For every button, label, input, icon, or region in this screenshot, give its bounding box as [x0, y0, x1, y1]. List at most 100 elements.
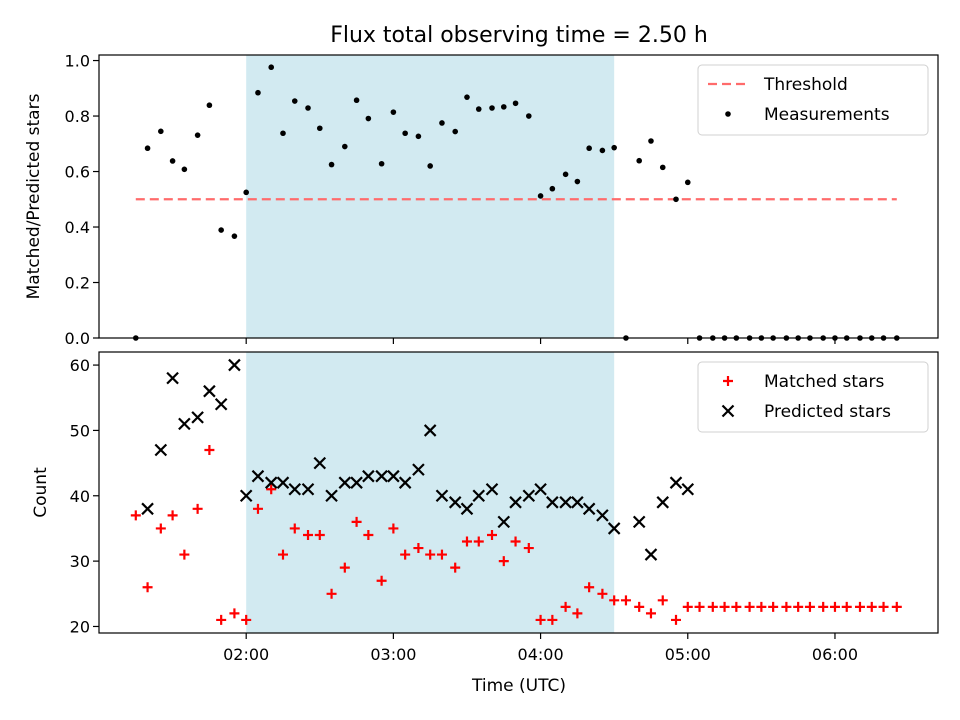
- matched-star-point: [818, 601, 829, 612]
- measurement-point: [489, 105, 495, 111]
- matched-star-point: [339, 562, 350, 573]
- measurement-point: [268, 64, 275, 71]
- predicted-star-point: [375, 469, 388, 483]
- predicted-star-point: [264, 476, 278, 489]
- matched-star-point: [266, 484, 277, 495]
- predicted-star-point: [546, 496, 559, 509]
- matched-star-point: [510, 536, 521, 547]
- matched-star-point: [326, 588, 337, 599]
- y-tick-label: 20: [70, 617, 90, 636]
- measurement-point: [500, 104, 507, 110]
- ratio-panel: 0.0 0.2 0.4 0.6 0.8 1.0 Matched/Predicted star…: [24, 52, 939, 348]
- ratio-axes-frame: [98, 54, 939, 339]
- x-tick-label: 02:00: [223, 645, 269, 664]
- measurement-point: [194, 132, 201, 138]
- y-tick-label: 30: [70, 552, 90, 571]
- legend-box: [697, 64, 929, 136]
- predicted-star-point: [412, 463, 425, 476]
- x-tick-label: 06:00: [812, 645, 858, 664]
- measurement-point: [659, 164, 666, 171]
- measurement-point: [181, 166, 188, 173]
- count-legend: Matched stars Predicted stars: [697, 361, 929, 433]
- predicted-star-point: [350, 476, 363, 489]
- matched-star-point: [192, 503, 203, 514]
- matched-star-point: [744, 601, 755, 612]
- y-tick-label: 50: [70, 421, 90, 440]
- measurement-point: [464, 94, 470, 100]
- predicted-star-point: [669, 476, 683, 489]
- measurement-point: [390, 109, 397, 115]
- measurement-point: [549, 185, 556, 192]
- matched-star-point: [277, 549, 288, 560]
- predicted-star-point: [362, 469, 375, 483]
- predicted-star-point: [251, 469, 265, 483]
- matched-star-point: [523, 543, 534, 554]
- legend-predicted-swatch: [721, 404, 735, 418]
- measurement-point: [512, 100, 519, 107]
- measurement-point: [378, 160, 385, 167]
- matched-star-point: [620, 595, 631, 606]
- count-axes-frame: [98, 351, 939, 634]
- measurement-point: [684, 179, 691, 186]
- predicted-star-point: [559, 496, 572, 509]
- measurement-point: [673, 196, 679, 203]
- matched-star-point: [657, 595, 668, 606]
- matched-star-point: [731, 601, 742, 612]
- measurement-point: [439, 120, 445, 126]
- count-series-0: [130, 445, 902, 625]
- matched-star-point: [634, 601, 645, 612]
- y-tick-label: 0.8: [65, 107, 90, 126]
- ratio-legend: Threshold Measurements: [697, 64, 929, 136]
- measurement-point: [231, 233, 238, 239]
- matched-star-point: [461, 536, 472, 547]
- predicted-star-point: [214, 398, 228, 411]
- x-tick-label: 04:00: [518, 645, 564, 664]
- measurement-point: [169, 158, 176, 164]
- matched-star-point: [891, 601, 902, 612]
- matched-star-point: [167, 510, 178, 521]
- predicted-star-point: [288, 482, 302, 496]
- measurement-point: [291, 98, 298, 104]
- measurement-point: [218, 227, 224, 233]
- matched-star-point: [155, 523, 166, 534]
- y-tick-label: 0.0: [65, 329, 90, 348]
- matched-star-point: [804, 601, 815, 612]
- measurement-point: [611, 144, 617, 151]
- matched-star-point: [866, 601, 877, 612]
- matched-star-point: [130, 510, 141, 521]
- matched-star-point: [303, 529, 314, 540]
- ratio-series-0: [132, 64, 900, 341]
- measurement-point: [243, 189, 249, 196]
- matched-star-point: [878, 601, 889, 612]
- measurement-point: [144, 145, 151, 152]
- measurement-point: [280, 130, 286, 137]
- measurement-point: [537, 193, 544, 199]
- count-series-1: [141, 358, 695, 561]
- legend-entry-label: Measurements: [764, 105, 890, 125]
- measurement-point: [402, 130, 408, 137]
- predicted-star-point: [203, 384, 216, 398]
- matched-star-point: [216, 614, 227, 625]
- matched-star-point: [560, 601, 571, 612]
- matched-star-point: [609, 595, 620, 606]
- matched-star-point: [229, 608, 240, 619]
- predicted-star-point: [472, 489, 486, 503]
- measurement-point: [574, 178, 581, 185]
- predicted-star-point: [313, 456, 327, 470]
- y-tick-label: 0.2: [65, 274, 90, 293]
- predicted-star-point: [607, 522, 621, 535]
- measurement-point: [255, 89, 261, 96]
- predicted-star-point: [681, 482, 695, 496]
- predicted-star-point: [387, 469, 400, 483]
- count-panel: 20 30 40 50 60 02:00 03:00 04:00 05:00 06:00 Count…: [31, 351, 939, 664]
- matched-star-point: [694, 601, 705, 612]
- predicted-star-point: [178, 417, 191, 431]
- matched-star-point: [376, 575, 387, 586]
- matched-star-point: [436, 549, 447, 560]
- y-tick-label: 0.6: [65, 163, 90, 182]
- matched-star-point: [450, 562, 461, 573]
- y-tick-label: 40: [70, 487, 90, 506]
- matched-star-point: [487, 529, 498, 540]
- predicted-star-point: [582, 502, 596, 516]
- predicted-star-point: [460, 502, 474, 516]
